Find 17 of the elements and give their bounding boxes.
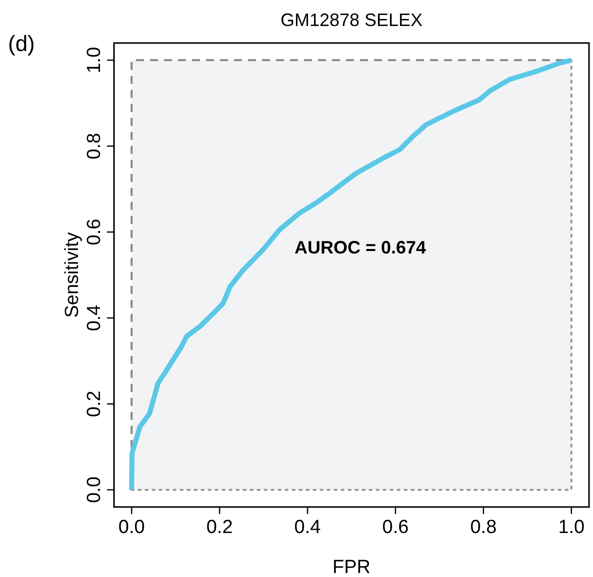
y-tick-label: 0.0 bbox=[84, 476, 105, 504]
x-axis-title: FPR bbox=[332, 557, 370, 577]
y-tick-label: 0.2 bbox=[84, 390, 105, 418]
x-tick-label: 0.8 bbox=[470, 517, 497, 538]
y-tick-label: 0.4 bbox=[84, 304, 105, 332]
y-axis-title: Sensitivity bbox=[62, 232, 83, 318]
y-tick-label: 0.8 bbox=[84, 132, 105, 160]
x-tick-label: 1.0 bbox=[558, 517, 585, 538]
y-tick-label: 1.0 bbox=[84, 46, 105, 74]
annotation: AUROC = 0.674 bbox=[294, 238, 426, 258]
x-tick-label: 0.0 bbox=[118, 517, 145, 538]
chart-title: GM12878 SELEX bbox=[280, 10, 423, 30]
y-tick-label: 0.6 bbox=[84, 218, 105, 246]
x-tick-label: 0.6 bbox=[382, 517, 409, 538]
text: (d) bbox=[8, 31, 35, 56]
x-tick-label: 0.2 bbox=[206, 517, 233, 538]
x-tick-label: 0.4 bbox=[294, 517, 322, 538]
